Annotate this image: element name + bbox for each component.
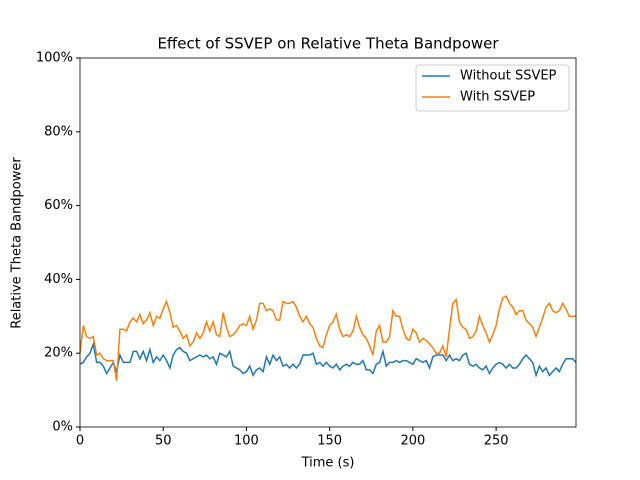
chart-title: Effect of SSVEP on Relative Theta Bandpo… <box>157 35 499 53</box>
x-tick-label: 200 <box>400 434 425 449</box>
x-tick-label: 50 <box>155 434 172 449</box>
legend-label: With SSVEP <box>460 90 535 105</box>
y-tick-label: 0% <box>52 420 73 435</box>
series-line <box>80 341 576 378</box>
legend-label: Without SSVEP <box>460 69 557 84</box>
plot-frame <box>79 57 577 428</box>
x-tick-label: 250 <box>484 434 509 449</box>
x-axis-label: Time (s) <box>301 456 355 471</box>
x-tick-label: 100 <box>234 434 259 449</box>
legend: Without SSVEP With SSVEP <box>415 64 570 112</box>
y-tick-label: 20% <box>44 346 73 361</box>
x-tick-label: 150 <box>317 434 342 449</box>
y-tick-label: 40% <box>44 272 73 287</box>
y-tick-label: 80% <box>44 124 73 139</box>
legend-box <box>415 64 570 112</box>
series-line <box>80 294 576 382</box>
y-tick-label: 60% <box>44 198 73 213</box>
y-tick-label: 100% <box>36 51 73 66</box>
y-axis-label: Relative Theta Bandpower <box>10 157 25 329</box>
x-tick-label: 0 <box>76 434 84 449</box>
